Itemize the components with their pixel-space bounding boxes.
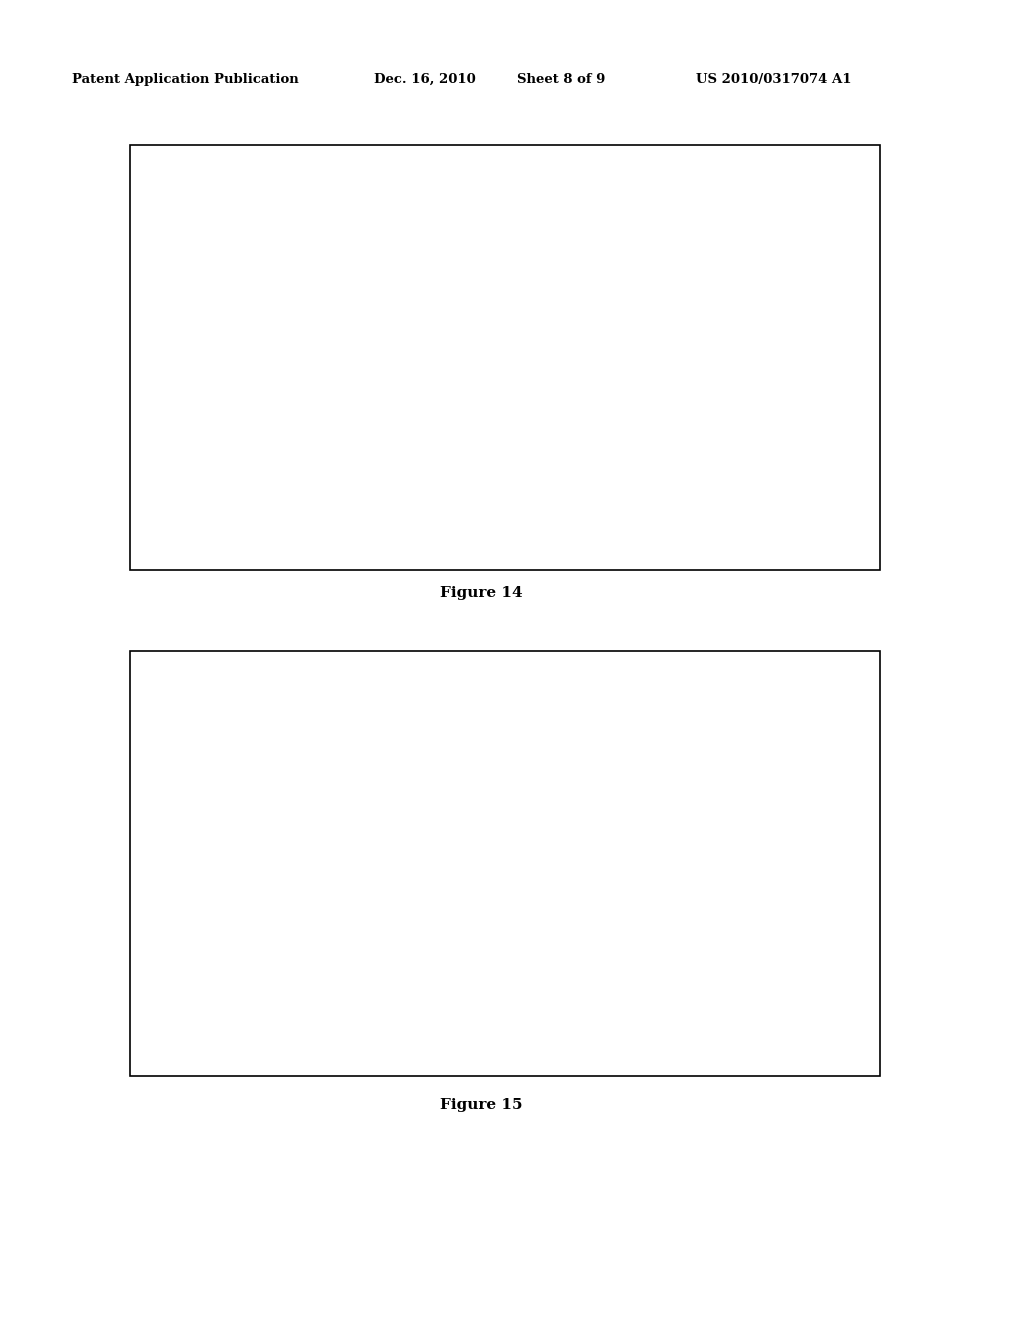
Title: Acetate production: Acetate production (358, 686, 631, 710)
Legend: Mill gas: Mill gas (773, 352, 866, 376)
Text: Sheet 8 of 9: Sheet 8 of 9 (517, 73, 605, 86)
X-axis label: Culture time (days): Culture time (days) (419, 1051, 570, 1065)
Legend: Mill gas: Mill gas (773, 858, 866, 882)
Text: US 2010/0317074 A1: US 2010/0317074 A1 (696, 73, 852, 86)
Text: Figure 14: Figure 14 (440, 586, 522, 599)
Title: Cell growth: Cell growth (414, 181, 575, 205)
Text: Patent Application Publication: Patent Application Publication (72, 73, 298, 86)
Text: Dec. 16, 2010: Dec. 16, 2010 (374, 73, 475, 86)
Text: Figure 15: Figure 15 (440, 1098, 522, 1111)
Y-axis label: Cell density (mg (dry) / l: Cell density (mg (dry) / l (179, 269, 194, 459)
Y-axis label: Acetate production (g/l): Acetate production (g/l) (175, 776, 189, 964)
X-axis label: Culture time (days): Culture time (days) (419, 545, 570, 560)
